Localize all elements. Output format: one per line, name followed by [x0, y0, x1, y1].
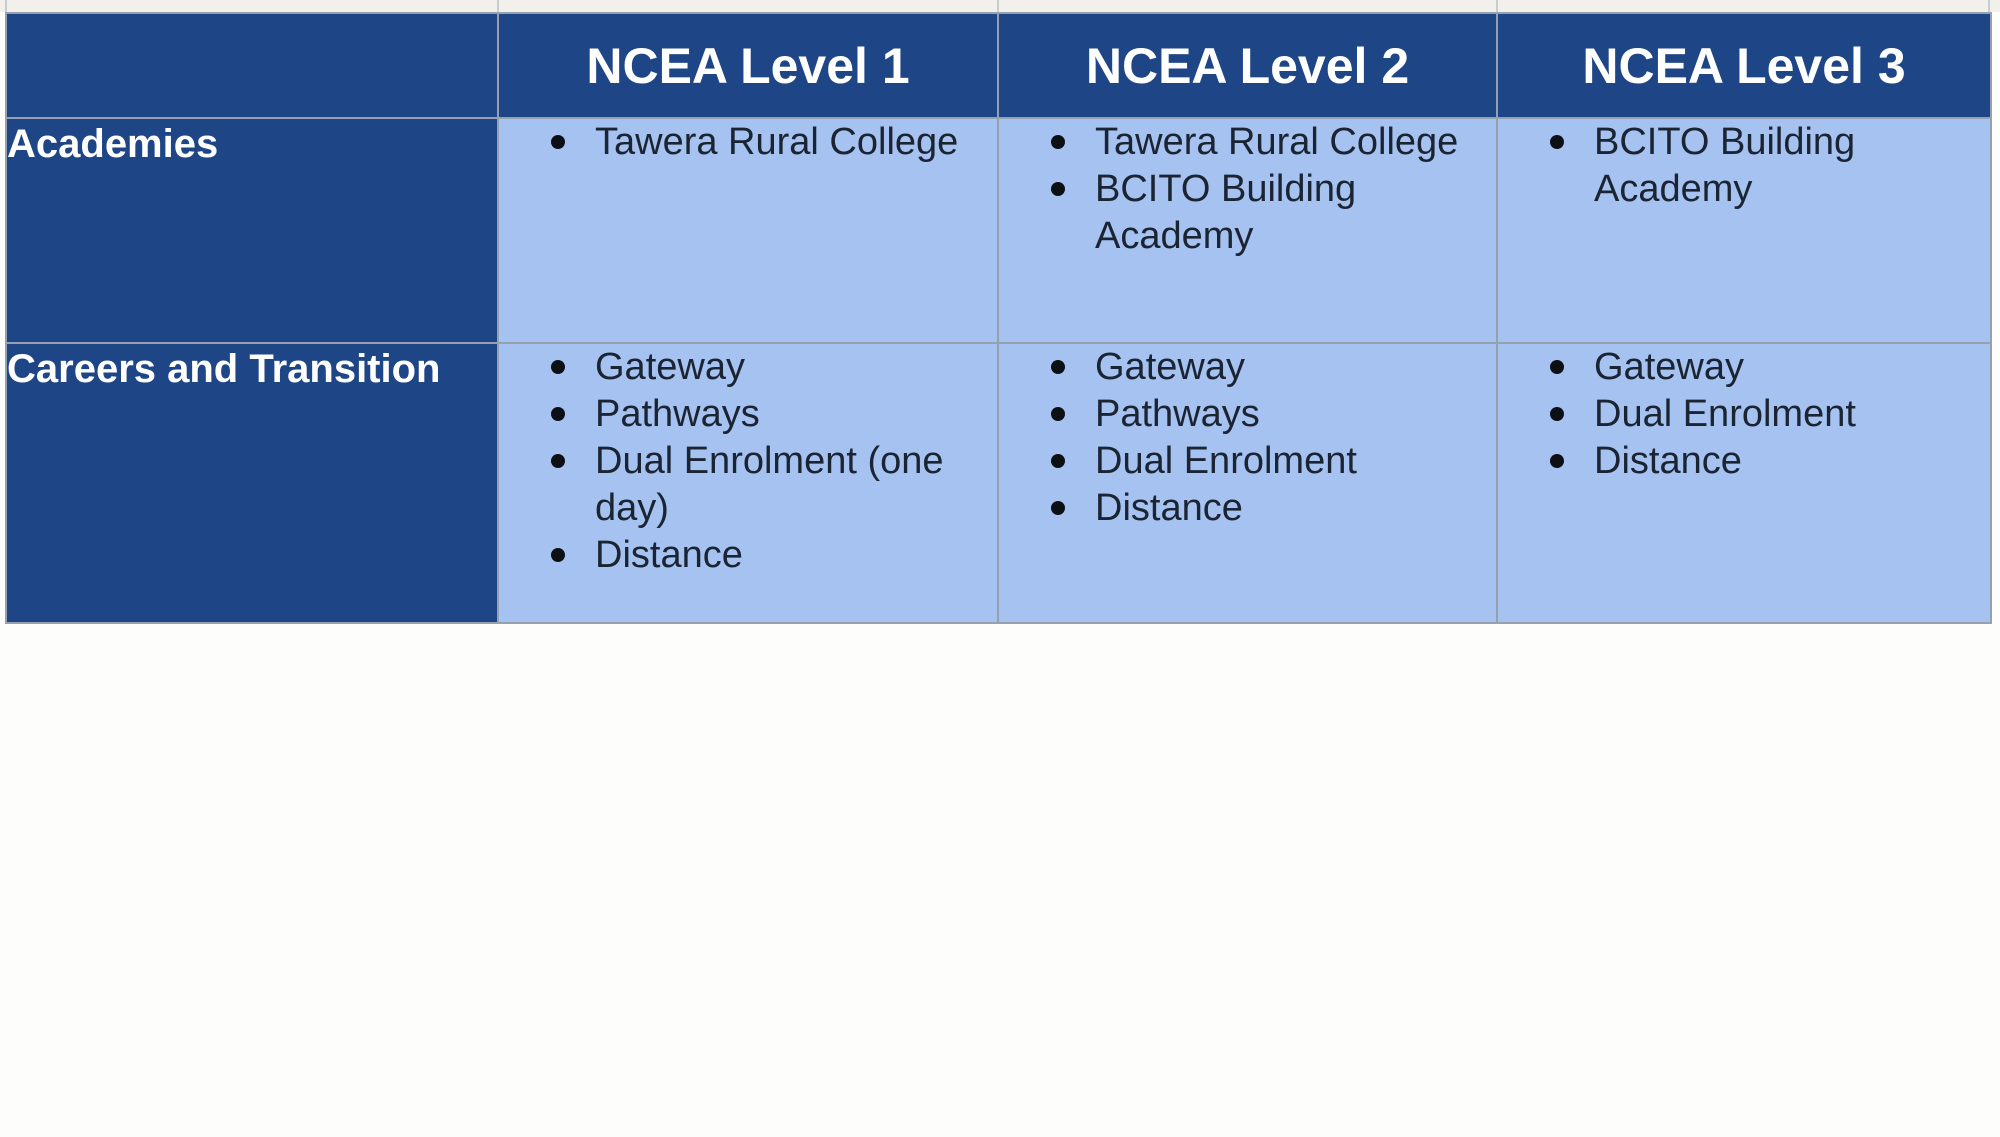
list-item: Dual Enrolment	[1499, 391, 1989, 438]
page-background-strip	[0, 0, 2000, 12]
table-border-stub	[5, 0, 7, 12]
table-border-stub	[997, 0, 999, 12]
column-header-ncea-level-3: NCEA Level 3	[1496, 12, 1992, 119]
table-border-stub	[497, 0, 499, 12]
list-item: Gateway	[500, 345, 996, 391]
row-label-academies: Academies	[5, 117, 499, 344]
column-header-ncea-level-1: NCEA Level 1	[497, 12, 999, 119]
list-item: BCITO Building Academy	[1000, 166, 1495, 260]
list-item: Dual Enrolment (one day)	[500, 438, 996, 532]
table-border-stub	[1496, 0, 1498, 12]
list-item: Pathways	[1000, 391, 1495, 438]
cell-academies-level-1: Tawera Rural College	[497, 117, 999, 344]
table-header-row: NCEA Level 1 NCEA Level 2 NCEA Level 3	[5, 12, 1992, 119]
cell-careers-level-1: Gateway Pathways Dual Enrolment (one day…	[497, 342, 999, 624]
list-item: Distance	[500, 532, 996, 579]
cell-careers-level-2: Gateway Pathways Dual Enrolment Distance	[997, 342, 1498, 624]
corner-cell	[5, 12, 499, 119]
list-item: Distance	[1000, 485, 1495, 532]
list-item: Dual Enrolment	[1000, 438, 1495, 485]
list-item: Distance	[1499, 438, 1989, 485]
list-item: Tawera Rural College	[1000, 120, 1495, 166]
ncea-options-table: NCEA Level 1 NCEA Level 2 NCEA Level 3 A…	[5, 12, 1992, 624]
column-header-ncea-level-2: NCEA Level 2	[997, 12, 1498, 119]
list-item: Gateway	[1000, 345, 1495, 391]
cell-careers-level-3: Gateway Dual Enrolment Distance	[1496, 342, 1992, 624]
cell-academies-level-2: Tawera Rural College BCITO Building Acad…	[997, 117, 1498, 344]
list-item: Tawera Rural College	[500, 120, 996, 166]
cell-academies-level-3: BCITO Building Academy	[1496, 117, 1992, 344]
list-item: Pathways	[500, 391, 996, 438]
table-border-stub	[1988, 0, 1990, 12]
table-row-careers-and-transition: Careers and Transition Gateway Pathways …	[5, 342, 1992, 624]
row-label-careers-and-transition: Careers and Transition	[5, 342, 499, 624]
table-row-academies: Academies Tawera Rural College Tawera Ru…	[5, 117, 1992, 344]
list-item: Gateway	[1499, 345, 1989, 391]
list-item: BCITO Building Academy	[1499, 120, 1989, 213]
